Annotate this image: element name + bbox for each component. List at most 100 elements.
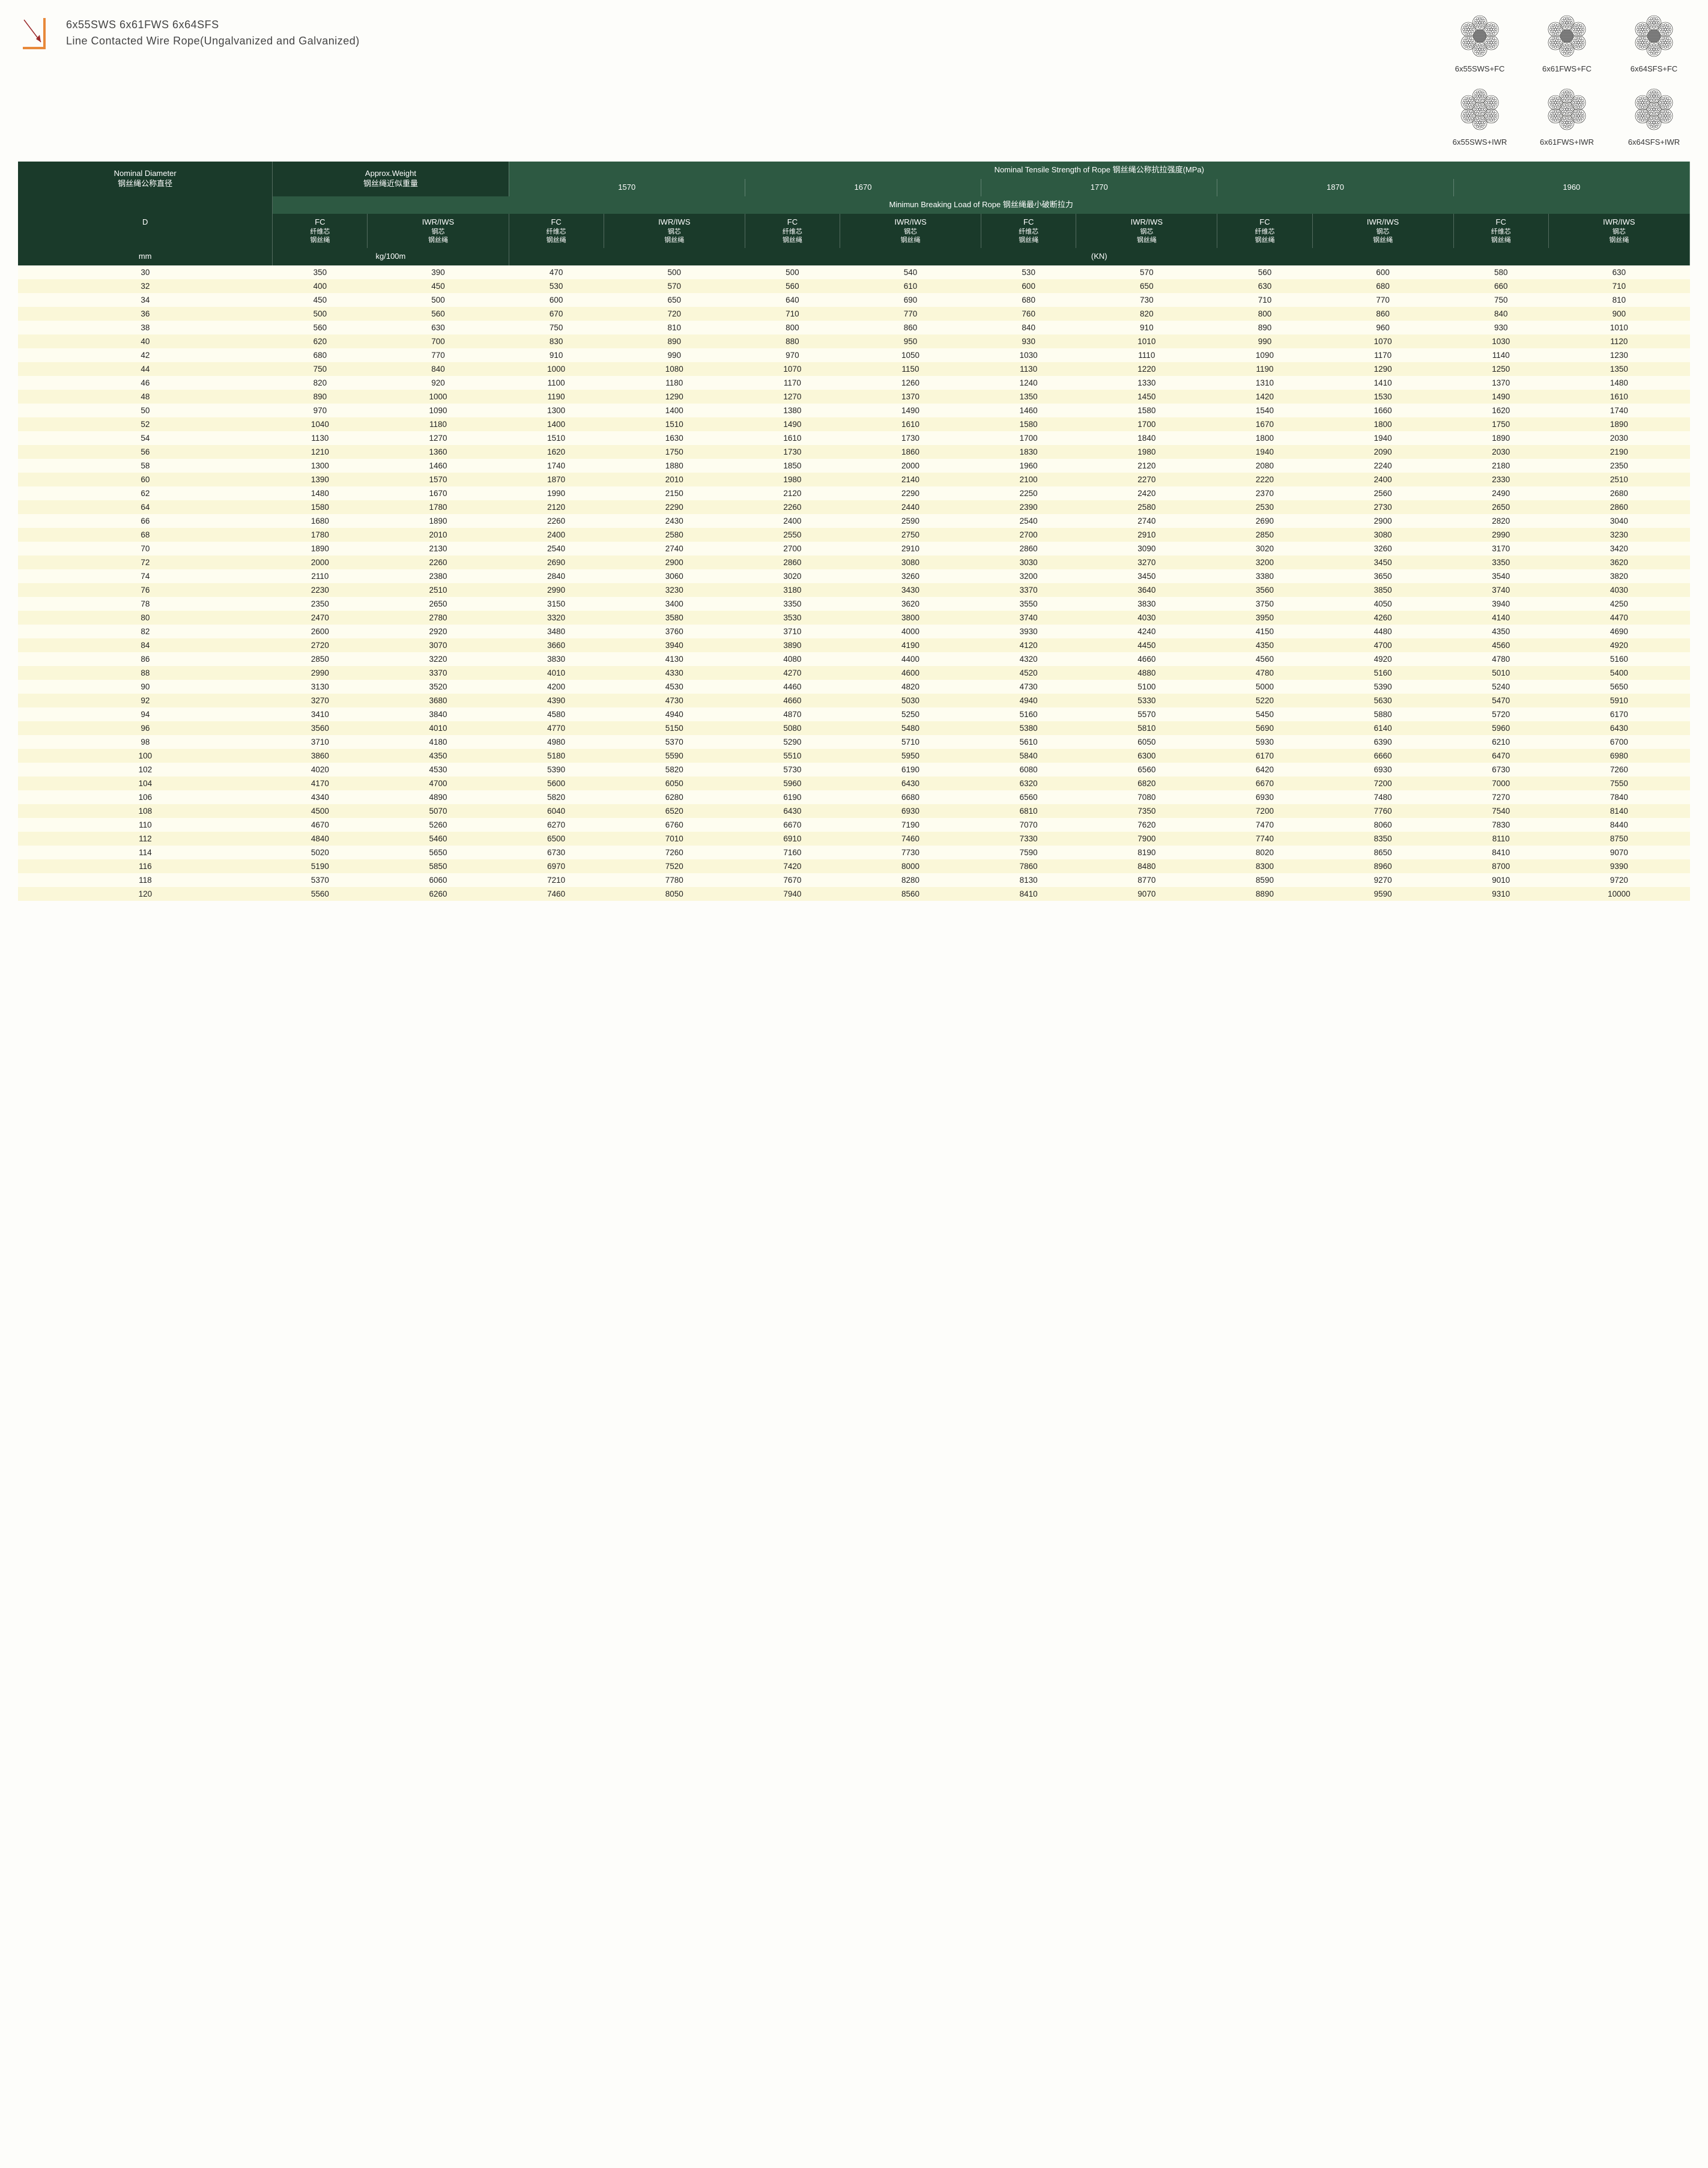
table-cell: 2580 — [1076, 500, 1217, 514]
table-cell: 1180 — [604, 376, 745, 390]
diagram-item: 6x61FWS+IWR — [1531, 85, 1603, 147]
table-cell: 5380 — [981, 721, 1076, 735]
table-cell: 8590 — [1217, 873, 1312, 887]
table-cell: 4010 — [368, 721, 509, 735]
table-cell: 1000 — [509, 362, 604, 376]
table-cell: 4240 — [1076, 625, 1217, 638]
table-cell: 4340 — [273, 790, 368, 804]
table-cell: 98 — [18, 735, 273, 749]
table-cell: 2090 — [1312, 445, 1453, 459]
table-cell: 3930 — [981, 625, 1076, 638]
table-cell: 1030 — [981, 348, 1076, 362]
table-cell: 5600 — [509, 777, 604, 790]
table-cell: 7010 — [604, 832, 745, 846]
table-cell: 6700 — [1548, 735, 1689, 749]
table-cell: 1070 — [1312, 335, 1453, 348]
table-cell: 5570 — [1076, 707, 1217, 721]
table-cell: 112 — [18, 832, 273, 846]
hdr-fc: FC纤维芯钢丝绳 — [273, 214, 368, 248]
table-cell: 2100 — [981, 473, 1076, 486]
table-header: Nominal Diameter 钢丝绳公称直径 Approx.Weight 钢… — [18, 162, 1690, 265]
table-cell: 8560 — [840, 887, 981, 901]
table-cell: 4080 — [745, 652, 840, 666]
table-row: 30350390470500500540530570560600580630 — [18, 265, 1690, 279]
arrow-icon — [18, 12, 54, 53]
table-cell: 2730 — [1312, 500, 1453, 514]
table-cell: 3040 — [1548, 514, 1689, 528]
table-row: 5612101360162017501730186018301980194020… — [18, 445, 1690, 459]
table-cell: 1750 — [1453, 417, 1548, 431]
table-cell: 7350 — [1076, 804, 1217, 818]
table-cell: 2690 — [1217, 514, 1312, 528]
table-cell: 4320 — [981, 652, 1076, 666]
table-cell: 4010 — [509, 666, 604, 680]
table-cell: 6430 — [745, 804, 840, 818]
table-cell: 94 — [18, 707, 273, 721]
spec-table: Nominal Diameter 钢丝绳公称直径 Approx.Weight 钢… — [18, 162, 1690, 901]
table-cell: 7200 — [1217, 804, 1312, 818]
table-cell: 2540 — [981, 514, 1076, 528]
table-cell: 4700 — [368, 777, 509, 790]
table-cell: 8440 — [1548, 818, 1689, 832]
table-cell: 4150 — [1217, 625, 1312, 638]
table-cell: 2740 — [1076, 514, 1217, 528]
table-cell: 7840 — [1548, 790, 1689, 804]
table-row: 1024020453053905820573061906080656064206… — [18, 763, 1690, 777]
table-cell: 6560 — [981, 790, 1076, 804]
table-cell: 76 — [18, 583, 273, 597]
table-cell: 2990 — [273, 666, 368, 680]
table-cell: 68 — [18, 528, 273, 542]
table-cell: 5370 — [273, 873, 368, 887]
table-row: 9635604010477051505080548053805810569061… — [18, 721, 1690, 735]
table-cell: 2290 — [604, 500, 745, 514]
table-cell: 2030 — [1453, 445, 1548, 459]
table-cell: 1960 — [981, 459, 1076, 473]
table-cell: 3420 — [1548, 542, 1689, 556]
table-cell: 1330 — [1076, 376, 1217, 390]
table-cell: 2900 — [1312, 514, 1453, 528]
table-cell: 1620 — [509, 445, 604, 459]
table-cell: 5810 — [1076, 721, 1217, 735]
table-cell: 4840 — [273, 832, 368, 846]
table-cell: 66 — [18, 514, 273, 528]
table-cell: 2380 — [368, 569, 509, 583]
table-cell: 82 — [18, 625, 273, 638]
table-cell: 640 — [745, 293, 840, 307]
table-cell: 1310 — [1217, 376, 1312, 390]
table-row: 32400450530570560610600650630680660710 — [18, 279, 1690, 293]
table-cell: 3890 — [745, 638, 840, 652]
table-cell: 3940 — [604, 638, 745, 652]
table-cell: 1780 — [273, 528, 368, 542]
table-row: 6214801670199021502120229022502420237025… — [18, 486, 1690, 500]
table-cell: 6660 — [1312, 749, 1453, 763]
table-cell: 630 — [368, 321, 509, 335]
table-cell: 1580 — [1076, 404, 1217, 417]
table-cell: 4670 — [273, 818, 368, 832]
table-cell: 3540 — [1453, 569, 1548, 583]
table-cell: 4020 — [273, 763, 368, 777]
table-cell: 9070 — [1076, 887, 1217, 901]
table-cell: 1850 — [745, 459, 840, 473]
rope-cross-section-diagrams: 6x55SWS+FC 6x61FWS+FC 6x64SFS+FC6x55SWS+… — [1426, 12, 1690, 147]
table-cell: 1270 — [745, 390, 840, 404]
table-cell: 6170 — [1548, 707, 1689, 721]
table-cell: 1580 — [273, 500, 368, 514]
table-cell: 3130 — [273, 680, 368, 694]
diagram-item: 6x64SFS+FC — [1618, 12, 1690, 73]
table-cell: 6140 — [1312, 721, 1453, 735]
table-cell: 4690 — [1548, 625, 1689, 638]
table-cell: 450 — [273, 293, 368, 307]
table-row: 1165190585069707520742080007860848083008… — [18, 859, 1690, 873]
table-cell: 8060 — [1312, 818, 1453, 832]
hdr-iwr: IWR/IWS钢芯钢丝绳 — [1076, 214, 1217, 248]
table-cell: 1270 — [368, 431, 509, 445]
table-cell: 2510 — [1548, 473, 1689, 486]
table-cell: 1610 — [745, 431, 840, 445]
table-cell: 620 — [273, 335, 368, 348]
table-cell: 6980 — [1548, 749, 1689, 763]
table-cell: 1300 — [273, 459, 368, 473]
diagram-label: 6x55SWS+FC — [1444, 64, 1516, 73]
table-row: 6616801890226024302400259025402740269029… — [18, 514, 1690, 528]
table-cell: 8480 — [1076, 859, 1217, 873]
table-cell: 80 — [18, 611, 273, 625]
